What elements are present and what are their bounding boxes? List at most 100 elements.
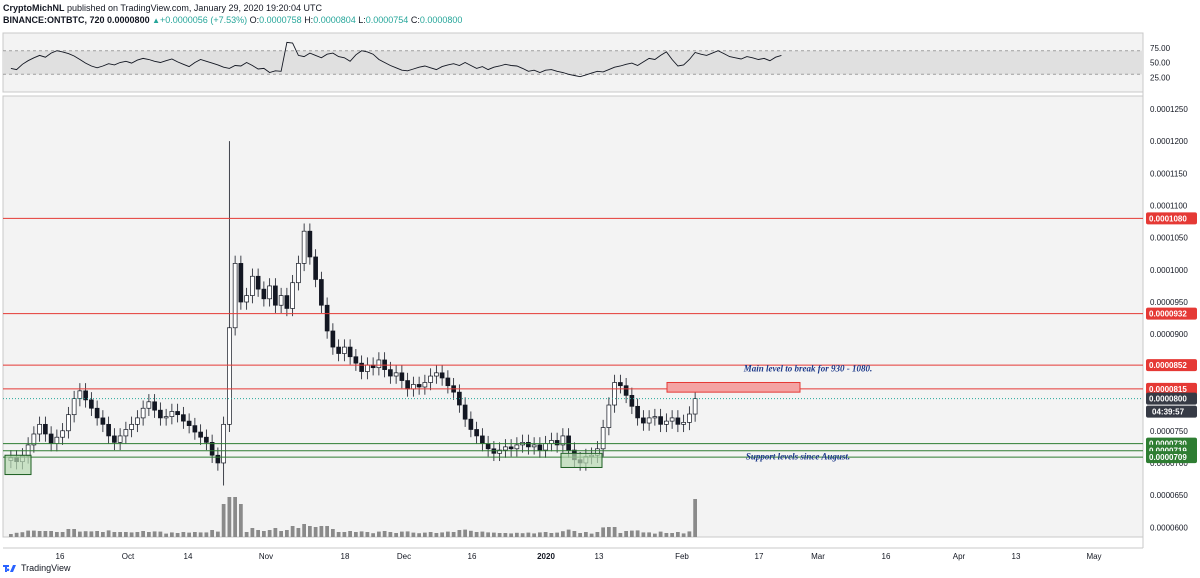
- footer-brand[interactable]: TradingView: [21, 563, 71, 573]
- volume-bar: [492, 532, 496, 537]
- candle-body: [324, 304, 330, 332]
- time-tick-label: Mar: [811, 552, 825, 561]
- volume-bar: [687, 531, 692, 537]
- candle-body: [462, 404, 468, 420]
- candle-body: [692, 398, 698, 415]
- volume-bar: [187, 532, 191, 537]
- price-panel: [2, 95, 1144, 538]
- volume-bar: [411, 532, 416, 537]
- candle-body: [416, 384, 422, 388]
- resistance-price-label: 0.0001080: [1149, 214, 1187, 223]
- volume-bar: [72, 529, 76, 537]
- volume-bar: [474, 532, 479, 537]
- close-value: 0.0000800: [419, 15, 463, 25]
- candle-body: [543, 443, 548, 451]
- candle-body: [388, 369, 393, 377]
- high-label: H:: [304, 15, 314, 25]
- volume-bar: [227, 497, 232, 537]
- resistance-price-tag: [1146, 212, 1197, 225]
- candle-body: [531, 444, 537, 448]
- resistance-price-label: 0.0000932: [1149, 310, 1187, 319]
- volume-bar: [244, 532, 249, 537]
- volume-bar: [9, 534, 13, 537]
- candle-body: [411, 384, 416, 390]
- high-value: 0.0000804: [313, 15, 356, 25]
- rsi-tick-label: 25.00: [1150, 73, 1171, 82]
- candle-body: [146, 401, 152, 409]
- candle-body: [485, 443, 491, 450]
- volume-bar: [630, 530, 634, 537]
- candle-body: [238, 263, 244, 303]
- time-tick-label: 2020: [537, 552, 555, 561]
- volume-bar: [83, 531, 88, 537]
- volume-bar: [555, 532, 559, 537]
- price-tick-label: 0.0000900: [1150, 330, 1188, 339]
- volume-bar: [106, 530, 111, 537]
- candle-body: [307, 230, 313, 258]
- candle-body: [434, 372, 439, 377]
- candle-body: [152, 401, 157, 411]
- volume-bar: [566, 529, 571, 537]
- volume-bar: [653, 533, 657, 537]
- volume-bar: [147, 532, 151, 537]
- candle-body: [687, 413, 692, 423]
- candle-body: [135, 417, 140, 425]
- volume-bar: [612, 527, 617, 537]
- volume-bar: [43, 531, 48, 537]
- volume-bar: [152, 531, 157, 537]
- candle-body: [261, 288, 267, 300]
- volume-bar: [256, 530, 260, 537]
- volume-bar: [463, 529, 467, 537]
- candle-body: [635, 405, 640, 419]
- time-tick-label: Dec: [397, 552, 411, 561]
- candle-body: [537, 444, 543, 451]
- candle-body: [250, 275, 255, 296]
- volume-bar: [423, 532, 427, 537]
- time-tick-label: 14: [184, 552, 193, 561]
- candle-body: [600, 427, 606, 450]
- volume-bar: [262, 531, 266, 537]
- candle-body: [123, 429, 129, 437]
- volume-bar: [446, 531, 450, 537]
- candle-body: [267, 285, 272, 300]
- volume-bar: [647, 532, 651, 537]
- time-tick-label: 16: [882, 552, 891, 561]
- volume-bar: [285, 530, 289, 537]
- time-tick-label: 18: [341, 552, 350, 561]
- volume-bar: [670, 533, 674, 537]
- volume-bar: [497, 533, 502, 537]
- volume-bar: [584, 532, 588, 537]
- volume-bar: [371, 533, 375, 537]
- volume-bar: [342, 532, 347, 537]
- candle-body: [664, 420, 669, 425]
- candle-body: [646, 417, 652, 424]
- volume-bar: [55, 532, 59, 537]
- volume-bar: [325, 526, 329, 537]
- volume-bar: [141, 531, 145, 537]
- footer: TradingView: [3, 560, 71, 576]
- candle-body: [474, 429, 479, 437]
- volume-bar: [101, 532, 105, 537]
- volume-bar: [549, 533, 554, 537]
- candle-body: [422, 382, 428, 388]
- resistance-price-label: 0.0000852: [1149, 361, 1187, 370]
- volume-bar: [618, 533, 623, 537]
- author-name[interactable]: CryptoMichNL: [3, 3, 65, 13]
- volume-bar: [296, 528, 301, 537]
- candle-body: [192, 425, 198, 433]
- candle-body: [71, 398, 77, 416]
- volume-bar: [210, 530, 214, 537]
- volume-bar: [578, 533, 582, 537]
- candle-body: [163, 416, 169, 419]
- candle-body: [399, 372, 405, 381]
- volume-bar: [526, 532, 531, 537]
- candle-body: [54, 436, 60, 444]
- resistance-price-label: 0.0000815: [1149, 385, 1187, 394]
- support-annotation: Support levels since August.: [746, 452, 850, 462]
- volume-bar: [693, 499, 697, 537]
- breakout-box: [666, 381, 801, 393]
- volume-bar: [14, 532, 19, 537]
- time-tick-label: 16: [468, 552, 477, 561]
- support-box: [4, 454, 32, 476]
